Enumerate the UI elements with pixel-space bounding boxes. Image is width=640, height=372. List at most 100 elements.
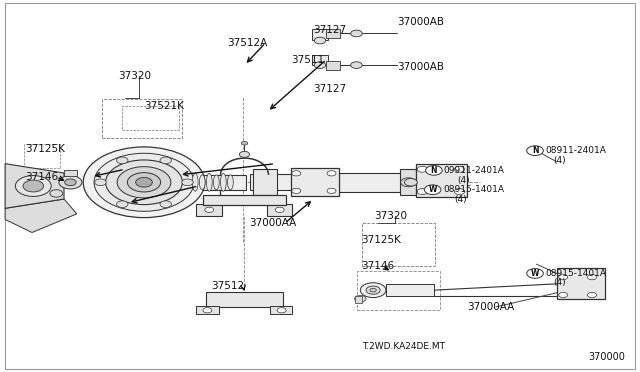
Circle shape [277, 308, 286, 313]
Bar [270, 306, 292, 314]
Circle shape [23, 180, 44, 192]
Text: 37000AA: 37000AA [250, 218, 297, 228]
Circle shape [559, 275, 568, 280]
Circle shape [203, 308, 212, 313]
Text: 37146: 37146 [362, 261, 395, 271]
Ellipse shape [220, 173, 227, 191]
Circle shape [292, 171, 301, 176]
Circle shape [275, 207, 284, 212]
Circle shape [116, 201, 128, 208]
Text: (4): (4) [554, 278, 566, 287]
Bar [400, 169, 416, 195]
Text: 37125K: 37125K [362, 235, 401, 245]
Text: 37511: 37511 [291, 55, 324, 64]
Circle shape [205, 207, 214, 212]
Circle shape [292, 188, 301, 193]
Circle shape [160, 157, 172, 164]
Bar [312, 29, 328, 40]
Bar [357, 271, 440, 310]
Circle shape [417, 166, 428, 172]
Bar [250, 174, 346, 190]
Circle shape [527, 269, 543, 278]
Circle shape [106, 160, 182, 205]
Circle shape [117, 167, 171, 198]
Circle shape [95, 179, 106, 186]
Bar [326, 29, 340, 38]
Text: 37000AB: 37000AB [397, 17, 444, 27]
Circle shape [241, 141, 248, 145]
Circle shape [15, 176, 51, 196]
Circle shape [116, 157, 128, 164]
Bar [267, 204, 292, 216]
Text: 08911-2401A: 08911-2401A [545, 146, 606, 155]
Bar [253, 169, 277, 195]
Text: 37127: 37127 [314, 84, 347, 94]
Text: (4): (4) [554, 156, 566, 165]
Text: 370000: 370000 [589, 352, 626, 362]
Circle shape [360, 283, 386, 298]
Text: 08915-1401A: 08915-1401A [443, 185, 504, 194]
Circle shape [136, 177, 152, 187]
Bar [339, 173, 403, 192]
Circle shape [127, 173, 161, 192]
Circle shape [94, 153, 194, 211]
Ellipse shape [192, 173, 198, 191]
Text: 37512: 37512 [211, 282, 244, 291]
Ellipse shape [214, 175, 219, 190]
Text: 37521K: 37521K [144, 101, 184, 111]
Circle shape [588, 275, 596, 280]
Text: 37320: 37320 [118, 71, 152, 81]
Circle shape [355, 295, 366, 302]
Text: 37125K: 37125K [26, 144, 65, 154]
Circle shape [417, 189, 428, 195]
Text: 37000AB: 37000AB [397, 62, 444, 72]
Circle shape [182, 179, 193, 186]
Polygon shape [5, 164, 64, 208]
Bar [355, 296, 362, 303]
Circle shape [401, 178, 416, 187]
Bar [557, 268, 605, 299]
Circle shape [370, 288, 376, 292]
Bar [64, 170, 77, 176]
Circle shape [454, 189, 465, 195]
Bar [102, 99, 182, 138]
Circle shape [424, 185, 441, 195]
Circle shape [239, 151, 250, 157]
Circle shape [327, 188, 336, 193]
Circle shape [559, 292, 568, 298]
Bar [291, 168, 339, 196]
Bar [24, 144, 60, 168]
Text: W: W [428, 185, 437, 194]
Text: 37127: 37127 [314, 25, 347, 35]
Text: 37146: 37146 [26, 172, 59, 182]
Circle shape [314, 37, 326, 44]
Circle shape [160, 201, 172, 208]
Circle shape [588, 292, 596, 298]
Text: 37512A: 37512A [227, 38, 268, 48]
Bar [386, 284, 434, 296]
Circle shape [327, 171, 336, 176]
Text: N: N [431, 166, 437, 175]
Bar [203, 195, 286, 205]
Bar [196, 204, 222, 216]
Text: W: W [531, 269, 540, 278]
Circle shape [527, 146, 543, 155]
Text: (4): (4) [458, 176, 470, 185]
Circle shape [454, 166, 465, 172]
Text: 37000AA: 37000AA [467, 302, 515, 312]
Circle shape [65, 179, 76, 186]
Circle shape [404, 179, 417, 186]
Text: 08915-1401A: 08915-1401A [545, 269, 606, 278]
Circle shape [50, 190, 63, 197]
Ellipse shape [228, 175, 233, 190]
Text: 09911-2401A: 09911-2401A [444, 166, 504, 175]
Circle shape [83, 147, 205, 218]
Bar [196, 306, 219, 314]
Bar [312, 55, 328, 65]
Bar [173, 175, 246, 190]
Circle shape [351, 30, 362, 37]
Bar [326, 61, 340, 70]
Text: N: N [532, 146, 538, 155]
Circle shape [351, 62, 362, 68]
Circle shape [59, 176, 82, 189]
